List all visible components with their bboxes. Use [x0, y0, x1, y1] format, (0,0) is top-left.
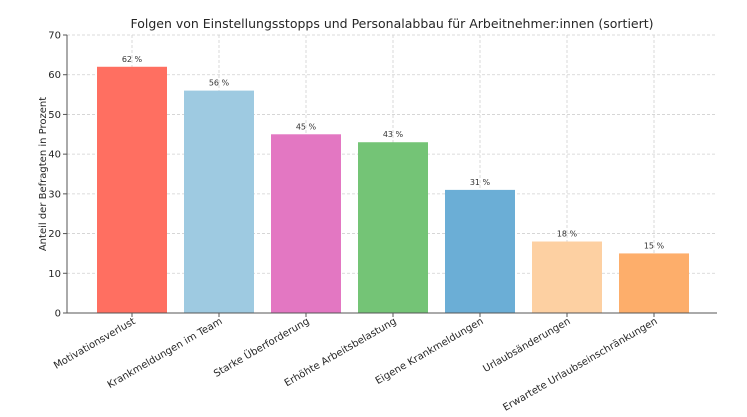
data-label: 62 % [122, 55, 143, 64]
y-tick-label: 30 [48, 189, 61, 200]
data-label: 31 % [470, 178, 491, 187]
bar [184, 90, 254, 313]
bar [532, 241, 602, 313]
data-label: 18 % [557, 230, 578, 239]
bar-layer [97, 66, 689, 314]
y-tick-label: 20 [48, 229, 61, 240]
data-label: 15 % [644, 241, 665, 250]
x-tick-label: Erwartete Urlaubseinschränkungen [501, 316, 659, 413]
y-tick-label: 0 [55, 309, 61, 320]
y-tick-layer: 0 10 20 30 40 50 60 70 [48, 31, 67, 320]
x-tick-label: Motivationsverlust [52, 316, 137, 372]
y-axis-label: Anteil der Befragten in Prozent [38, 97, 49, 251]
bar [271, 134, 341, 313]
bar [358, 142, 428, 313]
y-tick-label: 10 [48, 269, 61, 280]
y-tick-label: 40 [48, 150, 61, 161]
y-tick-label: 70 [48, 31, 61, 42]
y-tick-label: 50 [48, 110, 61, 121]
bar [445, 189, 515, 313]
chart-title: Folgen von Einstellungsstopps und Person… [130, 16, 653, 31]
data-label: 45 % [296, 122, 317, 131]
y-tick-label: 60 [48, 70, 61, 81]
x-tick-label: Starke Überforderung [211, 314, 311, 379]
bar [97, 66, 167, 314]
x-tick-label: Urlaubsänderungen [481, 316, 572, 375]
data-label: 56 % [209, 79, 230, 88]
data-label-layer: 62 % 56 % 45 % 43 % 31 % 18 % 15 % [122, 55, 665, 251]
bar [619, 253, 689, 313]
data-label: 43 % [383, 130, 404, 139]
